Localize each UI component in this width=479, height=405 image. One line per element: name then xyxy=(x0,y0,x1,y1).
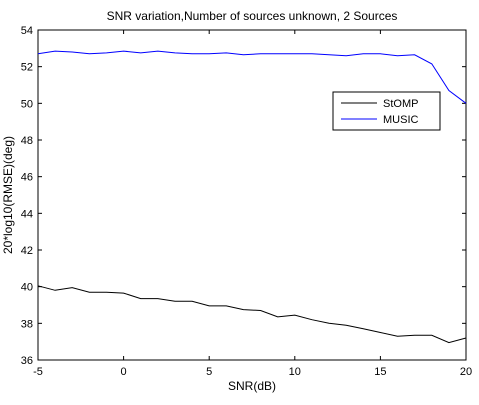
y-tick-label: 36 xyxy=(21,355,33,367)
chart-title: SNR variation,Number of sources unknown,… xyxy=(107,9,398,23)
x-tick-label: 10 xyxy=(289,366,301,378)
x-tick-label: 15 xyxy=(374,366,386,378)
x-tick-label: 5 xyxy=(206,366,212,378)
y-tick-label: 40 xyxy=(21,282,33,294)
y-tick-label: 38 xyxy=(21,318,33,330)
series-line-stomp xyxy=(37,285,467,344)
y-tick-label: 52 xyxy=(21,62,33,74)
y-tick-label: 48 xyxy=(21,135,33,147)
y-tick-label: 54 xyxy=(21,25,33,37)
legend-label-stomp: StOMP xyxy=(383,98,418,110)
series-layer xyxy=(37,50,467,344)
series-line-music xyxy=(37,50,467,104)
plot-area xyxy=(37,29,467,361)
x-axis: -5 0 5 10 15 20 xyxy=(33,30,472,378)
x-tick-label: 20 xyxy=(460,366,472,378)
x-tick-label: -5 xyxy=(33,366,43,378)
legend-box xyxy=(332,91,441,131)
legend: StOMP MUSIC xyxy=(332,91,441,131)
y-tick-label: 42 xyxy=(21,245,33,257)
x-axis-label: SNR(dB) xyxy=(228,379,276,393)
legend-label-music: MUSIC xyxy=(383,114,419,126)
y-tick-label: 44 xyxy=(21,208,33,220)
y-tick-label: 46 xyxy=(21,172,33,184)
x-tick-label: 0 xyxy=(121,366,127,378)
y-axis-label: 20*log10(RMSE)(deg) xyxy=(1,136,15,254)
y-tick-label: 50 xyxy=(21,98,33,110)
